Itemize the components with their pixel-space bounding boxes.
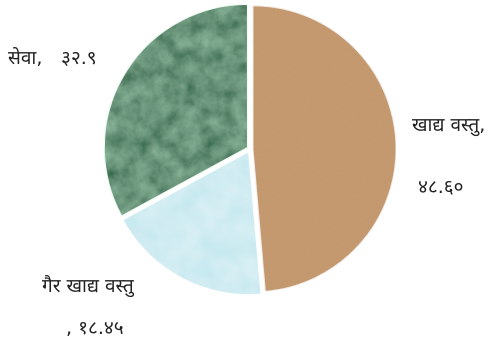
slice-label-non-food: गैर खाद्य वस्तु — [42, 274, 135, 298]
pie-slice-service — [103, 3, 248, 217]
slice-label-service: सेवा, — [8, 46, 42, 69]
slice-value-food: ४८.६० — [418, 176, 464, 198]
slice-label-food: खाद्य वस्तु, — [412, 114, 485, 137]
slice-value-non-food: , १८.४५ — [66, 317, 124, 338]
pie-slice-food — [252, 5, 397, 292]
pie-slice-non-food — [122, 150, 262, 296]
slice-value-service: ३२.९ — [61, 47, 97, 69]
